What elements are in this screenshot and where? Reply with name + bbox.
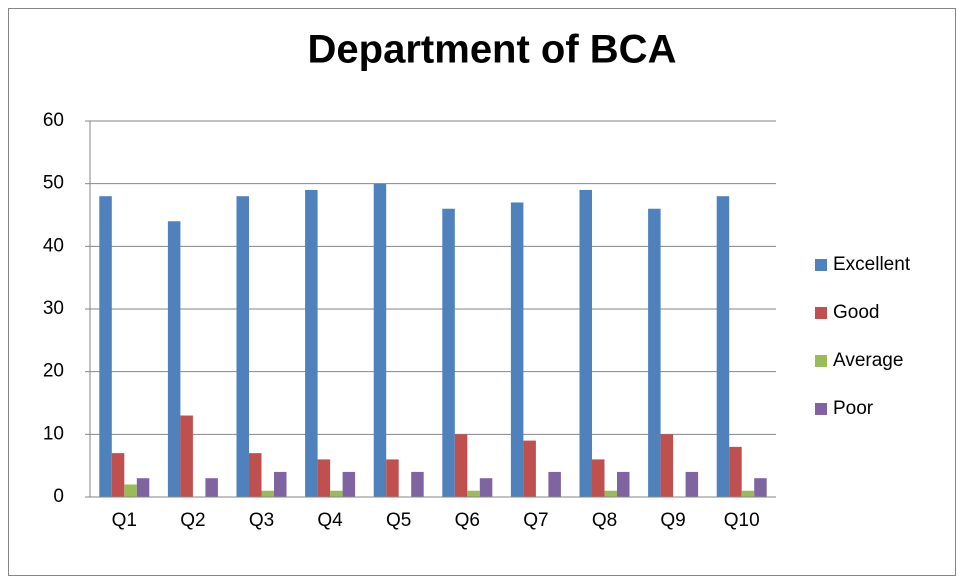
legend-swatch: [815, 259, 827, 271]
y-tick-label: 50: [43, 173, 64, 194]
bar: [479, 478, 493, 497]
bar: [592, 459, 605, 497]
x-tick-label: Q3: [249, 510, 274, 531]
legend-label: Good: [833, 302, 879, 323]
x-tick-label: Q1: [112, 510, 137, 531]
y-tick-label: 60: [43, 110, 64, 131]
x-tick-label: Q5: [386, 510, 411, 531]
x-tick-label: Q7: [523, 510, 548, 531]
bar: [330, 490, 343, 497]
bar: [167, 221, 181, 497]
bar: [442, 208, 455, 497]
bar: [660, 434, 674, 497]
legend-label: Poor: [833, 398, 874, 419]
legend-swatch: [815, 403, 827, 415]
x-tick-label: Q2: [180, 510, 205, 531]
bar: [411, 471, 424, 497]
bar: [249, 453, 262, 497]
bar: [274, 471, 287, 497]
bar: [236, 196, 249, 497]
legend-label: Excellent: [833, 254, 911, 275]
bar: [716, 196, 730, 497]
bar: [754, 478, 767, 497]
x-tick-label: Q10: [724, 510, 760, 531]
y-tick-label: 0: [53, 486, 64, 507]
legend-label: Average: [833, 350, 903, 371]
y-tick-label: 30: [43, 298, 64, 319]
chart-title: Department of BCA: [308, 28, 677, 72]
bar: [454, 434, 468, 497]
bar: [205, 478, 218, 497]
legend-swatch: [815, 307, 827, 319]
bar: [136, 478, 150, 497]
bar: [579, 189, 592, 497]
bar: [305, 189, 318, 497]
legend-swatch: [815, 355, 827, 367]
bar: [124, 484, 137, 497]
bar: [523, 440, 536, 497]
bar: [261, 490, 274, 497]
bar: [99, 196, 112, 497]
bar: [617, 471, 630, 497]
bar: [467, 490, 480, 497]
bar: [180, 415, 193, 497]
x-tick-label: Q6: [455, 510, 480, 531]
bar: [729, 446, 742, 497]
x-tick-label: Q4: [317, 510, 343, 531]
bar: [510, 202, 524, 497]
bar: [648, 208, 661, 497]
bar: [548, 471, 561, 497]
bar: [373, 183, 387, 497]
x-tick-label: Q9: [660, 510, 685, 531]
bar: [342, 471, 356, 497]
x-tick-label: Q8: [592, 510, 617, 531]
bar: [604, 490, 617, 497]
bar: [685, 471, 699, 497]
y-tick-label: 10: [43, 423, 64, 444]
bar: [111, 453, 125, 497]
bar: [317, 459, 331, 497]
bar: [741, 490, 755, 497]
y-tick-label: 40: [43, 235, 64, 256]
bar: [386, 459, 399, 497]
y-tick-label: 20: [43, 361, 64, 382]
